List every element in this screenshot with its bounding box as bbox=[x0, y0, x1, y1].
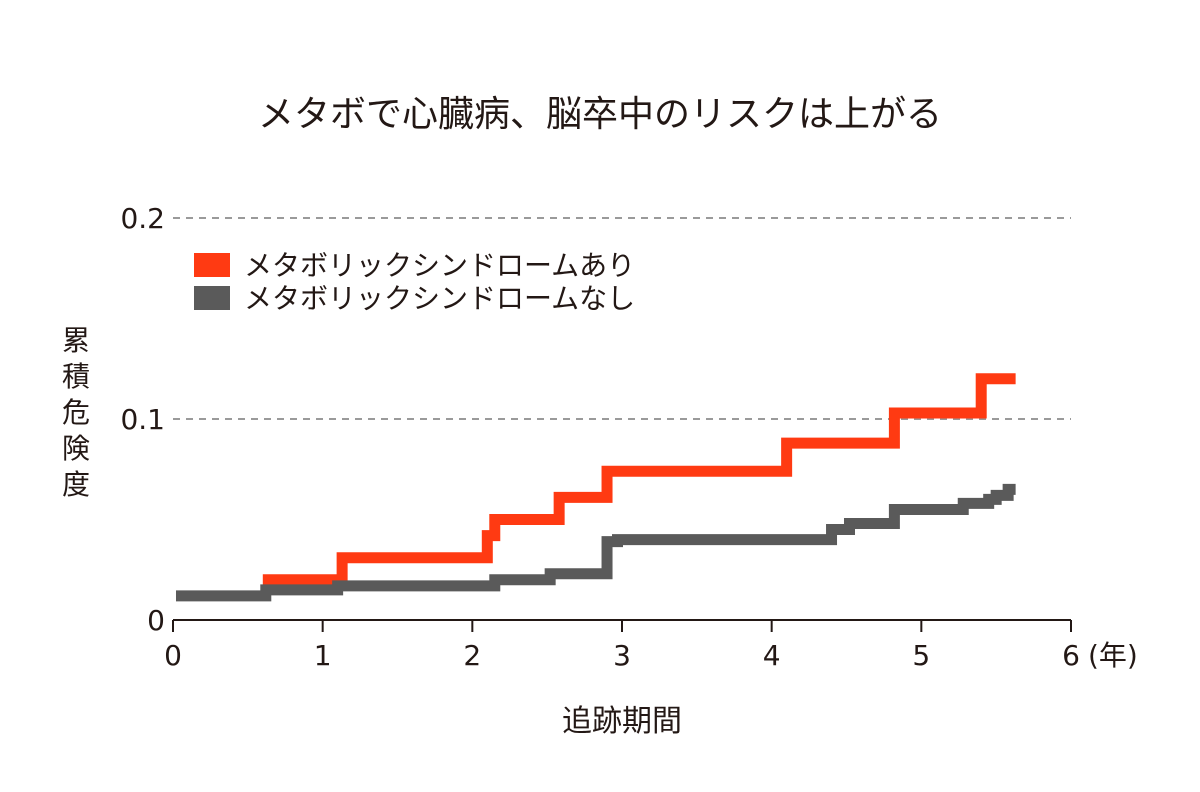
x-tick-label: 5 bbox=[912, 639, 930, 672]
x-tick-label: 2 bbox=[463, 639, 481, 672]
y-ticks: 0 0.1 0.2 bbox=[120, 202, 165, 637]
grid-lines bbox=[173, 217, 1071, 420]
chart-title: メタボで心臓病、脳卒中のリスクは上がる bbox=[258, 94, 942, 135]
y-tick-label: 0 bbox=[147, 604, 165, 637]
series-line-without-metabo bbox=[175, 483, 1016, 602]
legend-label: メタボリックシンドロームなし bbox=[244, 282, 635, 315]
y-tick-label: 0.1 bbox=[120, 403, 165, 436]
legend-swatch bbox=[194, 253, 230, 277]
legend-swatch bbox=[194, 286, 230, 310]
series-lines bbox=[175, 373, 1016, 602]
x-tick-label: 1 bbox=[314, 639, 332, 672]
series-line-with-metabo bbox=[262, 373, 1016, 586]
legend-label: メタボリックシンドロームあり bbox=[244, 249, 635, 282]
x-tick-label: 0 bbox=[164, 639, 182, 672]
y-axis-label: 累積危険度 bbox=[62, 324, 90, 501]
x-axis-unit: (年) bbox=[1088, 639, 1138, 672]
y-tick-label: 0.2 bbox=[120, 202, 165, 235]
x-tick-label: 3 bbox=[613, 639, 631, 672]
x-axis-label: 追跡期間 bbox=[562, 704, 682, 739]
x-tick-label: 4 bbox=[763, 639, 781, 672]
x-ticks: 0 1 2 3 4 5 6 bbox=[164, 620, 1080, 672]
x-tick-label: 6 bbox=[1062, 639, 1080, 672]
